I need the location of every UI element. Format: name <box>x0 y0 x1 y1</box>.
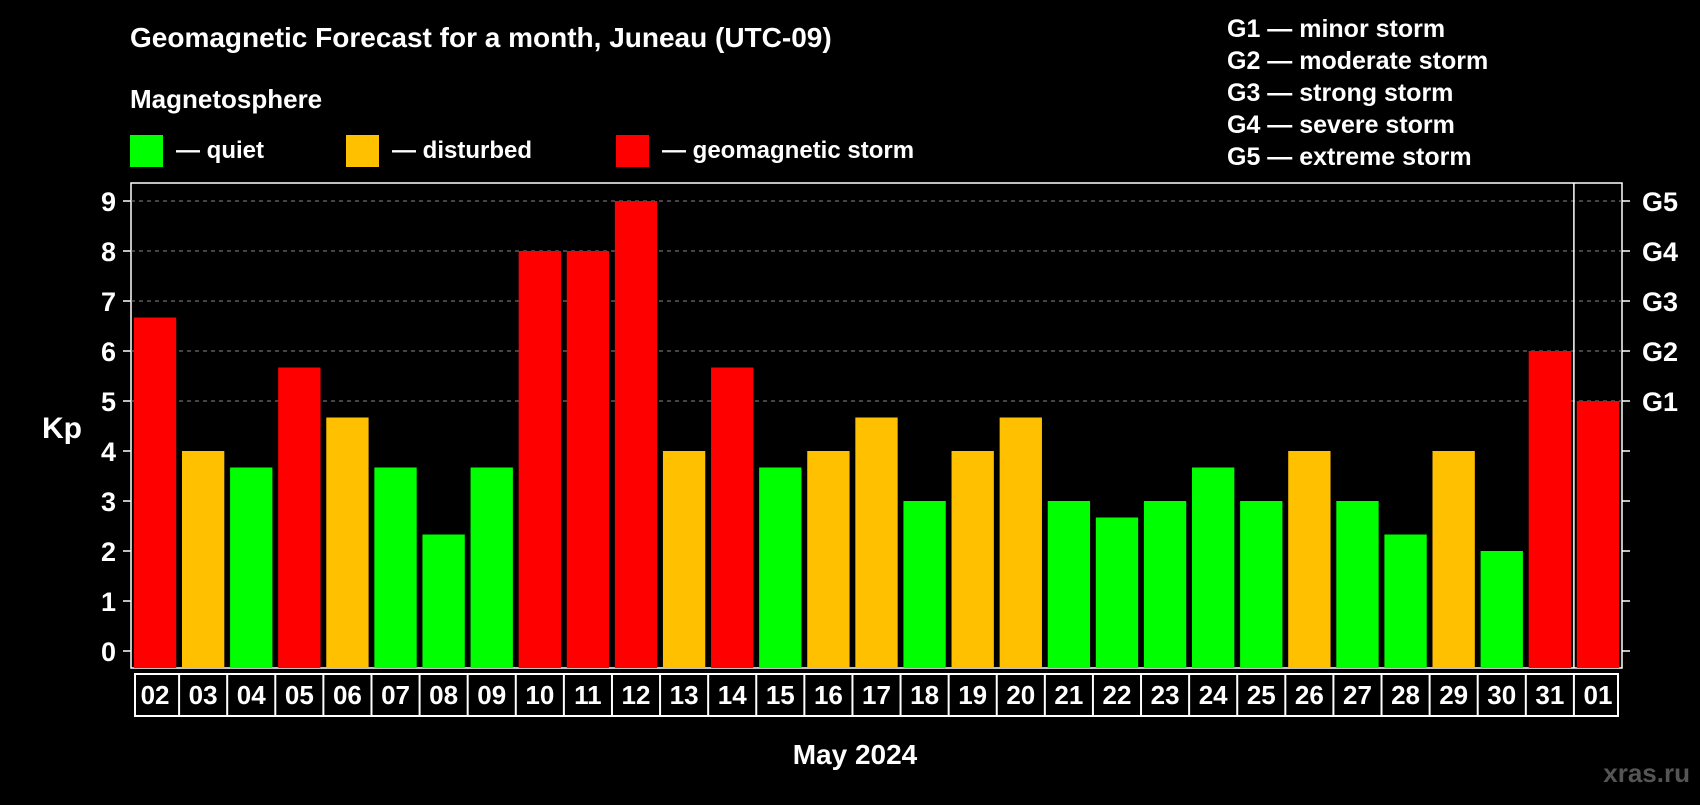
chart-title: Geomagnetic Forecast for a month, Juneau… <box>130 22 832 53</box>
bar-01 <box>1576 401 1620 668</box>
x-tick-label: 14 <box>718 680 747 710</box>
legend-label-disturbed: — disturbed <box>392 137 532 164</box>
legend-label-storm: — geomagnetic storm <box>662 137 914 164</box>
y-tick-label: 8 <box>101 237 116 267</box>
bar-22 <box>1095 517 1139 668</box>
legend-label-quiet: — quiet <box>176 137 264 164</box>
bar-03 <box>181 451 225 668</box>
bar-20 <box>999 417 1042 668</box>
x-tick-label: 23 <box>1151 680 1180 710</box>
y-tick-label: 9 <box>101 187 116 217</box>
bar-31 <box>1528 351 1572 668</box>
bar-05 <box>278 367 321 668</box>
x-axis-label: May 2024 <box>793 739 918 770</box>
bar-14 <box>711 367 754 668</box>
bar-25 <box>1240 501 1283 668</box>
watermark: xras.ru <box>1603 758 1690 788</box>
x-tick-label: 10 <box>525 680 554 710</box>
y-tick-label: 7 <box>101 287 116 317</box>
bar-17 <box>855 417 898 668</box>
legend-swatch-disturbed <box>346 135 379 167</box>
x-tick-label: 08 <box>429 680 458 710</box>
x-tick-label: 27 <box>1343 680 1372 710</box>
x-tick-label: 04 <box>237 680 266 710</box>
g-scale-label: G1 <box>1642 387 1678 417</box>
g-legend-g3: G3 — strong storm <box>1227 79 1453 107</box>
y-tick-label: 1 <box>101 587 116 617</box>
x-tick-label: 28 <box>1391 680 1420 710</box>
bar-16 <box>807 451 850 668</box>
bar-18 <box>903 501 946 668</box>
bar-07 <box>374 467 417 668</box>
x-tick-label: 07 <box>381 680 410 710</box>
y-tick-label: 5 <box>101 387 116 417</box>
g-legend-g2: G2 — moderate storm <box>1227 47 1488 75</box>
x-tick-label: 01 <box>1583 680 1612 710</box>
g-scale-label: G4 <box>1642 237 1678 267</box>
y-axis-label: Kp <box>42 412 82 445</box>
x-tick-label: 17 <box>862 680 891 710</box>
x-tick-label: 25 <box>1247 680 1276 710</box>
chart-subtitle: Magnetosphere <box>130 84 322 114</box>
bar-13 <box>662 451 706 668</box>
bar-11 <box>566 251 610 668</box>
g-scale-legend: G1 — minor storm G2 — moderate storm G3 … <box>1227 15 1488 171</box>
x-tick-label: 05 <box>285 680 314 710</box>
legend-swatch-quiet <box>130 135 163 167</box>
y-tick-label: 0 <box>101 637 116 667</box>
x-tick-label: 26 <box>1295 680 1324 710</box>
g-legend-g4: G4 — severe storm <box>1227 111 1455 139</box>
bar-15 <box>759 467 802 668</box>
x-tick-label: 06 <box>333 680 362 710</box>
bar-21 <box>1047 501 1091 668</box>
bar-04 <box>230 467 273 668</box>
y-tick-label: 2 <box>101 537 116 567</box>
x-tick-label: 13 <box>670 680 699 710</box>
status-legend: — quiet — disturbed — geomagnetic storm <box>130 135 914 167</box>
bar-28 <box>1384 534 1427 668</box>
bar-30 <box>1480 551 1523 668</box>
x-tick-label: 02 <box>141 680 170 710</box>
x-tick-label: 09 <box>477 680 506 710</box>
bar-26 <box>1288 451 1331 668</box>
bar-09 <box>470 467 513 668</box>
g-legend-g1: G1 — minor storm <box>1227 15 1445 43</box>
x-tick-label: 03 <box>189 680 218 710</box>
x-tick-label: 30 <box>1487 680 1516 710</box>
y-tick-label: 3 <box>101 487 116 517</box>
bar-10 <box>518 251 561 668</box>
x-label-box <box>134 673 1619 717</box>
g-scale-label: G3 <box>1642 287 1678 317</box>
bar-06 <box>326 417 369 668</box>
y-tick-label: 4 <box>101 437 116 467</box>
x-tick-label: 11 <box>574 680 602 710</box>
g-scale-label: G2 <box>1642 337 1678 367</box>
y-tick-label: 6 <box>101 337 116 367</box>
g-legend-g5: G5 — extreme storm <box>1227 143 1472 171</box>
x-tick-label: 16 <box>814 680 843 710</box>
bar-19 <box>951 451 994 668</box>
x-tick-label: 20 <box>1006 680 1035 710</box>
x-tick-label: 19 <box>958 680 987 710</box>
x-tick-label: 18 <box>910 680 939 710</box>
x-tick-label: 29 <box>1439 680 1468 710</box>
x-tick-label: 21 <box>1054 680 1083 710</box>
legend-swatch-storm <box>616 135 649 167</box>
bar-02 <box>133 317 177 668</box>
g-scale-label: G5 <box>1642 187 1678 217</box>
bar-12 <box>614 201 658 668</box>
bar-27 <box>1336 501 1379 668</box>
x-tick-label: 12 <box>622 680 651 710</box>
bar-08 <box>422 534 465 668</box>
bar-29 <box>1432 451 1475 668</box>
bar-24 <box>1192 467 1235 668</box>
x-tick-label: 24 <box>1199 680 1228 710</box>
x-tick-label: 31 <box>1535 680 1564 710</box>
bar-23 <box>1143 501 1187 668</box>
x-tick-label: 22 <box>1103 680 1132 710</box>
x-tick-label: 15 <box>766 680 795 710</box>
